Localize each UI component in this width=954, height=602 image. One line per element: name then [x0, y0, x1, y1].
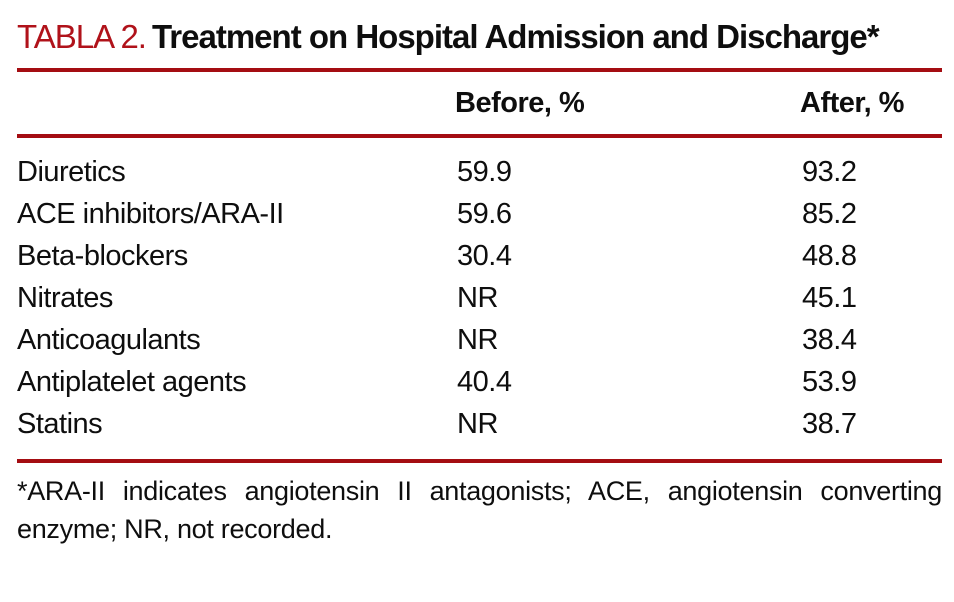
- table-header-row: Before, % After, %: [17, 72, 942, 134]
- table-row: Beta-blockers 30.4 48.8: [17, 235, 942, 277]
- footnote-line: enzyme; NR, not recorded.: [17, 514, 333, 544]
- before-value-cell: 30.4: [457, 239, 512, 272]
- before-value-cell: NR: [457, 281, 498, 314]
- table-title-text: Treatment on Hospital Admission and Disc…: [151, 18, 880, 55]
- after-value-cell: 48.8: [802, 239, 857, 272]
- after-value-cell: 93.2: [802, 155, 857, 188]
- treatment-cell: Diuretics: [17, 155, 126, 188]
- treatment-cell: ACE inhibitors/ARA-II: [17, 197, 284, 230]
- header-rule-divider: [17, 134, 942, 138]
- column-header-before: Before, %: [455, 86, 585, 119]
- after-value-cell: 38.4: [802, 323, 857, 356]
- table-row: Anticoagulants NR 38.4: [17, 319, 942, 361]
- table-row: Antiplatelet agents 40.4 53.9: [17, 361, 942, 403]
- before-value-cell: NR: [457, 407, 498, 440]
- table-row: Statins NR 38.7: [17, 403, 942, 445]
- column-header-after: After, %: [800, 86, 904, 119]
- table-footnote: *ARA-II indicates angiotensin II antagon…: [17, 472, 942, 548]
- table-row: ACE inhibitors/ARA-II 59.6 85.2: [17, 193, 942, 235]
- table-row: Diuretics 59.9 93.2: [17, 151, 942, 193]
- after-value-cell: 53.9: [802, 365, 857, 398]
- table-content: TABLA 2. Treatment on Hospital Admission …: [17, 14, 942, 548]
- after-value-cell: 45.1: [802, 281, 857, 314]
- bottom-rule-divider: [17, 459, 942, 463]
- treatment-cell: Nitrates: [17, 281, 113, 314]
- table-row: Nitrates NR 45.1: [17, 277, 942, 319]
- treatment-cell: Anticoagulants: [17, 323, 201, 356]
- before-value-cell: NR: [457, 323, 498, 356]
- before-value-cell: 59.6: [457, 197, 512, 230]
- top-rule-divider: [17, 68, 942, 72]
- after-value-cell: 85.2: [802, 197, 857, 230]
- treatment-cell: Statins: [17, 407, 103, 440]
- after-value-cell: 38.7: [802, 407, 857, 440]
- footnote-line: *ARA-II indicates angiotensin II antagon…: [17, 476, 942, 506]
- table-number-label: TABLA 2.: [17, 18, 147, 55]
- before-value-cell: 40.4: [457, 365, 512, 398]
- treatment-cell: Beta-blockers: [17, 239, 188, 272]
- treatment-cell: Antiplatelet agents: [17, 365, 247, 398]
- before-value-cell: 59.9: [457, 155, 512, 188]
- table-title: TABLA 2. Treatment on Hospital Admission …: [17, 14, 942, 60]
- table-body: Diuretics 59.9 93.2 ACE inhibitors/ARA-I…: [17, 138, 942, 459]
